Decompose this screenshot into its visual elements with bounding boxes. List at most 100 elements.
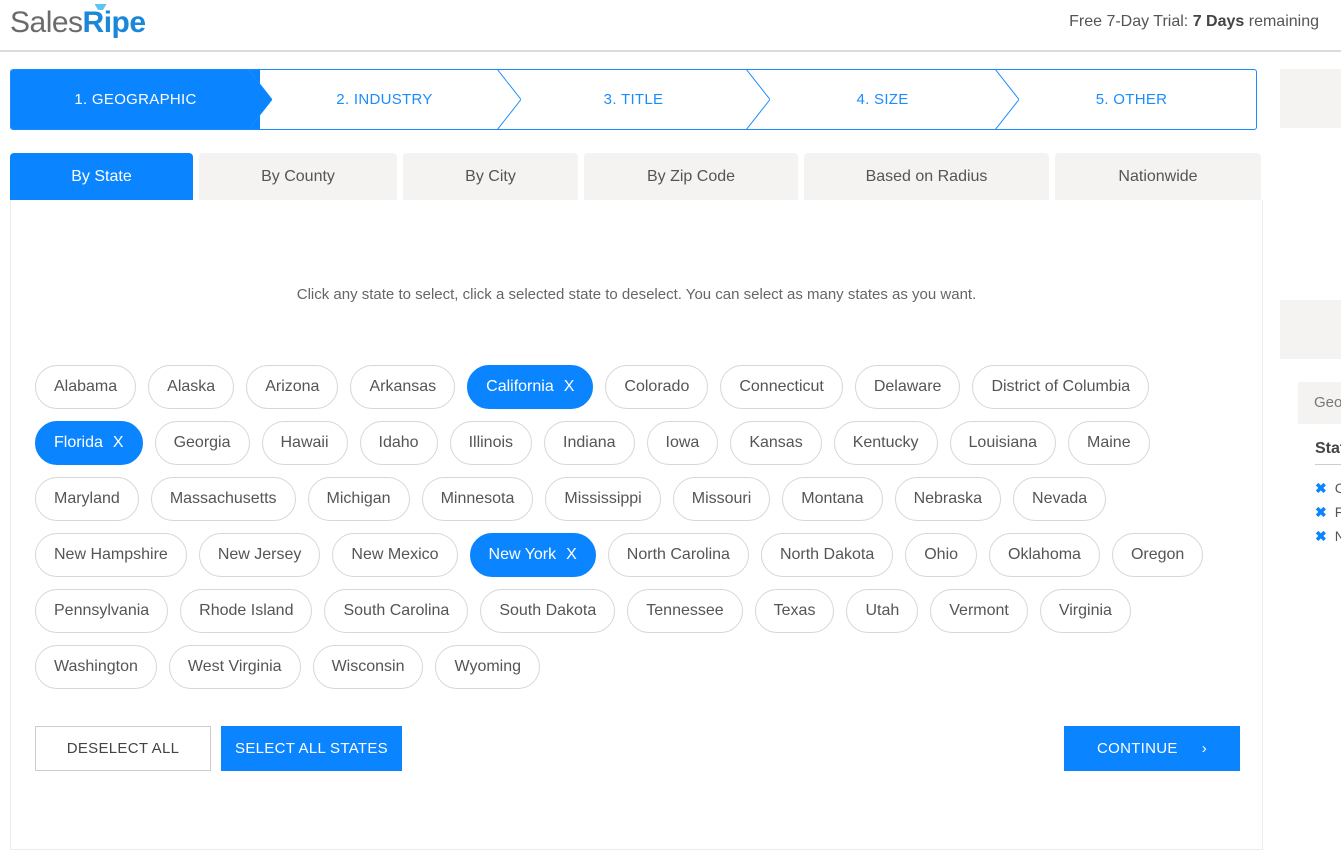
state-label: Rhode Island [199, 602, 294, 619]
state-chip-oregon[interactable]: Oregon [1111, 533, 1204, 577]
continue-label: CONTINUE [1096, 740, 1178, 757]
state-chip-mississippi[interactable]: Mississippi [545, 477, 661, 521]
state-chip-texas[interactable]: Texas [754, 589, 835, 633]
state-chip-california[interactable]: California X [467, 365, 594, 409]
trial-days: 7 Days [1192, 13, 1245, 30]
state-chip-utah[interactable]: Utah [846, 589, 919, 633]
tab-by-city[interactable]: By City [403, 153, 578, 200]
deselect-x-icon[interactable]: X [566, 546, 577, 563]
state-chip-hawaii[interactable]: Hawaii [261, 421, 348, 465]
state-label: Kansas [749, 434, 803, 451]
state-chip-new-mexico[interactable]: New Mexico [332, 533, 458, 577]
state-chip-virginia[interactable]: Virginia [1039, 589, 1131, 633]
tab-nationwide[interactable]: Nationwide [1055, 153, 1261, 200]
state-chip-washington[interactable]: Washington [35, 645, 157, 689]
step-2[interactable]: 2. INDUSTRY [260, 70, 521, 129]
state-label: Indiana [563, 434, 616, 451]
state-chip-kansas[interactable]: Kansas [730, 421, 822, 465]
state-chip-maryland[interactable]: Maryland [35, 477, 139, 521]
select-all-states-button[interactable]: SELECT ALL STATES [221, 726, 402, 771]
state-chip-louisiana[interactable]: Louisiana [949, 421, 1057, 465]
state-label: Minnesota [440, 490, 515, 507]
step-5[interactable]: 5. OTHER [1007, 70, 1256, 129]
selected-state-item: ✖ Florida [1315, 504, 1341, 528]
state-chip-north-carolina[interactable]: North Carolina [607, 533, 749, 577]
state-chip-illinois[interactable]: Illinois [449, 421, 533, 465]
remove-x-icon[interactable]: ✖ [1315, 504, 1327, 520]
selected-state-name: Florida [1334, 504, 1341, 520]
tab-by-county[interactable]: By County [199, 153, 397, 200]
state-label: Texas [773, 602, 816, 619]
state-label: New Mexico [351, 546, 439, 563]
selected-state-item: ✖ New York [1315, 528, 1341, 552]
state-row: Florida X Georgia Hawaii Idaho Illinois Indian… [35, 421, 1203, 465]
state-chip-kentucky[interactable]: Kentucky [833, 421, 938, 465]
state-chip-new-hampshire[interactable]: New Hampshire [35, 533, 187, 577]
remove-x-icon[interactable]: ✖ [1315, 528, 1327, 544]
step-3[interactable]: 3. TITLE [509, 70, 770, 129]
state-chip-wyoming[interactable]: Wyoming [435, 645, 541, 689]
state-chip-ohio[interactable]: Ohio [905, 533, 978, 577]
state-chip-alaska[interactable]: Alaska [148, 365, 235, 409]
state-chip-iowa[interactable]: Iowa [646, 421, 719, 465]
state-chip-idaho[interactable]: Idaho [359, 421, 438, 465]
state-chip-south-carolina[interactable]: South Carolina [324, 589, 469, 633]
selected-state-item: ✖ California [1315, 480, 1341, 504]
state-label: Washington [54, 658, 138, 675]
state-chip-minnesota[interactable]: Minnesota [421, 477, 534, 521]
state-chip-new-jersey[interactable]: New Jersey [198, 533, 321, 577]
state-chip-georgia[interactable]: Georgia [154, 421, 250, 465]
state-row: Washington West Virginia Wisconsin Wyoming [35, 645, 1203, 689]
state-chip-south-dakota[interactable]: South Dakota [480, 589, 616, 633]
continue-button[interactable]: CONTINUE › [1064, 726, 1240, 771]
state-chip-massachusetts[interactable]: Massachusetts [150, 477, 296, 521]
state-chip-pennsylvania[interactable]: Pennsylvania [35, 589, 169, 633]
deselect-x-icon[interactable]: X [112, 434, 124, 451]
trial-prefix: Free 7-Day Trial: [1069, 13, 1193, 30]
state-chip-colorado[interactable]: Colorado [605, 365, 709, 409]
selected-state-name: New York [1334, 528, 1341, 544]
state-chip-michigan[interactable]: Michigan [307, 477, 410, 521]
state-chip-vermont[interactable]: Vermont [930, 589, 1028, 633]
state-chip-oklahoma[interactable]: Oklahoma [989, 533, 1100, 577]
state-chip-district-of-columbia[interactable]: District of Columbia [972, 365, 1150, 409]
state-label: Florida [54, 434, 103, 451]
tab-by-state[interactable]: By State [10, 153, 193, 200]
state-label: New Jersey [217, 546, 302, 563]
state-chip-delaware[interactable]: Delaware [854, 365, 961, 409]
state-chip-tennessee[interactable]: Tennessee [627, 589, 743, 633]
salesripe-logo[interactable]: SalesRipe [10, 6, 146, 40]
state-chip-nebraska[interactable]: Nebraska [894, 477, 1002, 521]
state-label: Alabama [54, 378, 118, 395]
state-chip-montana[interactable]: Montana [782, 477, 883, 521]
step-4[interactable]: 4. SIZE [758, 70, 1019, 129]
state-label: Louisiana [968, 434, 1038, 451]
tab-based-on-radius[interactable]: Based on Radius [804, 153, 1049, 200]
state-chip-nevada[interactable]: Nevada [1013, 477, 1107, 521]
logo-text-sales: Sales [10, 6, 83, 39]
step-label: 1. GEOGRAPHIC [74, 91, 197, 108]
state-chip-arkansas[interactable]: Arkansas [350, 365, 456, 409]
state-chip-rhode-island[interactable]: Rhode Island [180, 589, 313, 633]
state-chip-florida[interactable]: Florida X [35, 421, 143, 465]
state-chip-alabama[interactable]: Alabama [35, 365, 137, 409]
state-chip-wisconsin[interactable]: Wisconsin [312, 645, 424, 689]
step-1[interactable]: 1. GEOGRAPHIC [11, 70, 272, 129]
state-chip-connecticut[interactable]: Connecticut [720, 365, 843, 409]
remove-x-icon[interactable]: ✖ [1315, 480, 1327, 496]
state-chip-indiana[interactable]: Indiana [544, 421, 635, 465]
state-chip-maine[interactable]: Maine [1068, 421, 1150, 465]
deselect-x-icon[interactable]: X [563, 378, 575, 395]
state-label: North Carolina [626, 546, 730, 563]
state-chip-arizona[interactable]: Arizona [246, 365, 339, 409]
state-label: Hawaii [280, 434, 329, 451]
state-chip-new-york[interactable]: New York X [469, 533, 596, 577]
state-label: California [486, 378, 554, 395]
state-chip-west-virginia[interactable]: West Virginia [168, 645, 301, 689]
selected-states-summary: ✖ California ✖ Florida ✖ New York [1315, 480, 1341, 552]
tab-by-zip-code[interactable]: By Zip Code [584, 153, 798, 200]
state-label: Oregon [1130, 546, 1185, 563]
state-chip-missouri[interactable]: Missouri [672, 477, 771, 521]
state-chip-north-dakota[interactable]: North Dakota [760, 533, 894, 577]
deselect-all-button[interactable]: DESELECT ALL [35, 726, 211, 771]
